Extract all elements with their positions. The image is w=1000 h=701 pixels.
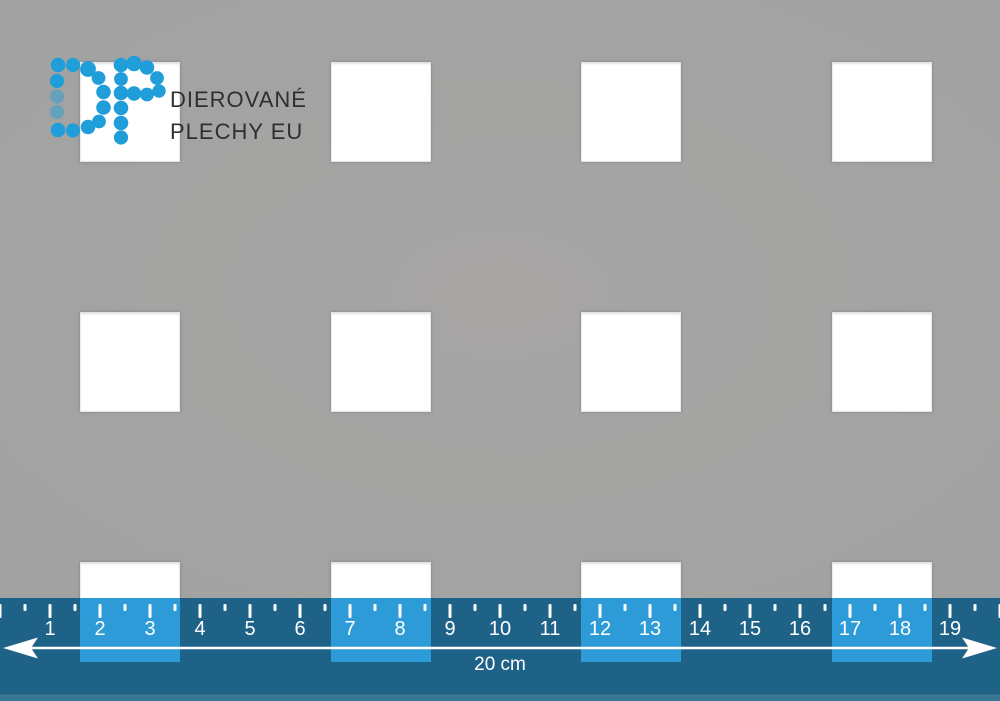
ruler-number: 8	[394, 618, 406, 640]
ruler-number: 11	[539, 618, 561, 640]
ruler-tick	[73, 604, 77, 611]
ruler-tick	[723, 604, 727, 611]
ruler-tick	[48, 604, 52, 618]
ruler-tick	[298, 604, 302, 618]
ruler-tick	[898, 604, 902, 618]
ruler-length-label: 20 cm	[474, 654, 526, 675]
ruler-tick	[848, 604, 852, 618]
ruler-tick	[873, 604, 877, 611]
ruler-tick	[798, 604, 802, 618]
ruler-number: 5	[244, 618, 256, 640]
ruler-tick	[373, 604, 377, 611]
ruler-tick	[23, 604, 27, 611]
ruler-number: 15	[738, 618, 762, 640]
ruler-tick	[323, 604, 327, 611]
ruler-number: 16	[788, 618, 812, 640]
ruler-number: 6	[294, 618, 306, 640]
ruler-tick	[598, 604, 602, 618]
ruler-tick	[273, 604, 277, 611]
ruler-number: 13	[638, 618, 662, 640]
ruler-arrow-icon	[3, 637, 997, 659]
ruler-bottom-edge	[0, 694, 1000, 701]
ruler: 1 2 3 4 5 6 7 8 9 10 11 12 13 14 15 16 17 18 19 20 cm	[0, 598, 1000, 701]
ruler-tick	[673, 604, 677, 611]
ruler-number: 9	[444, 618, 456, 640]
brand-wordmark: DIEROVANÉ PLECHY EU	[170, 84, 307, 147]
ruler-tick	[698, 604, 702, 618]
ruler-number: 3	[144, 618, 156, 640]
ruler-number: 1	[44, 618, 56, 640]
ruler-number: 10	[488, 618, 512, 640]
hole-under-ruler	[581, 598, 681, 662]
ruler-tick	[648, 604, 652, 618]
square-hole	[331, 312, 431, 412]
ruler-tick	[148, 604, 152, 618]
hole-under-ruler	[331, 598, 431, 662]
ruler-tick	[348, 604, 352, 618]
dp-logo-icon	[49, 56, 166, 145]
ruler-tick	[248, 604, 252, 618]
square-hole	[832, 312, 932, 412]
ruler-number: 4	[194, 618, 206, 640]
square-hole	[80, 312, 180, 412]
ruler-tick	[398, 604, 402, 618]
ruler-tick	[498, 604, 502, 618]
ruler-number: 12	[588, 618, 612, 640]
ruler-tick	[748, 604, 752, 618]
ruler-tick	[448, 604, 452, 618]
ruler-tick	[623, 604, 627, 611]
ruler-tick	[123, 604, 127, 611]
brand-name-line1: DIEROVANÉ	[170, 87, 307, 112]
hole-under-ruler	[80, 598, 180, 662]
ruler-tick	[98, 604, 102, 618]
ruler-number: 14	[688, 618, 712, 640]
ruler-tick	[198, 604, 202, 618]
ruler-tick	[948, 604, 952, 618]
ruler-tick	[823, 604, 827, 611]
square-hole	[331, 62, 431, 162]
ruler-tick	[773, 604, 777, 611]
ruler-tick	[573, 604, 577, 611]
ruler-tick	[523, 604, 527, 611]
ruler-number: 2	[94, 618, 106, 640]
ruler-tick	[548, 604, 552, 618]
ruler-number: 19	[938, 618, 962, 640]
ruler-tick	[173, 604, 177, 611]
square-hole	[581, 62, 681, 162]
ruler-tick	[973, 604, 977, 611]
square-hole	[832, 62, 932, 162]
ruler-tick	[923, 604, 927, 611]
ruler-number: 7	[344, 618, 356, 640]
ruler-number: 18	[888, 618, 912, 640]
ruler-tick	[998, 604, 1000, 618]
ruler-tick	[473, 604, 477, 611]
ruler-tick	[223, 604, 227, 611]
ruler-tick	[423, 604, 427, 611]
ruler-tick	[0, 604, 2, 618]
ruler-number: 17	[838, 618, 862, 640]
square-hole	[581, 312, 681, 412]
brand-name-line2: PLECHY EU	[170, 118, 304, 144]
